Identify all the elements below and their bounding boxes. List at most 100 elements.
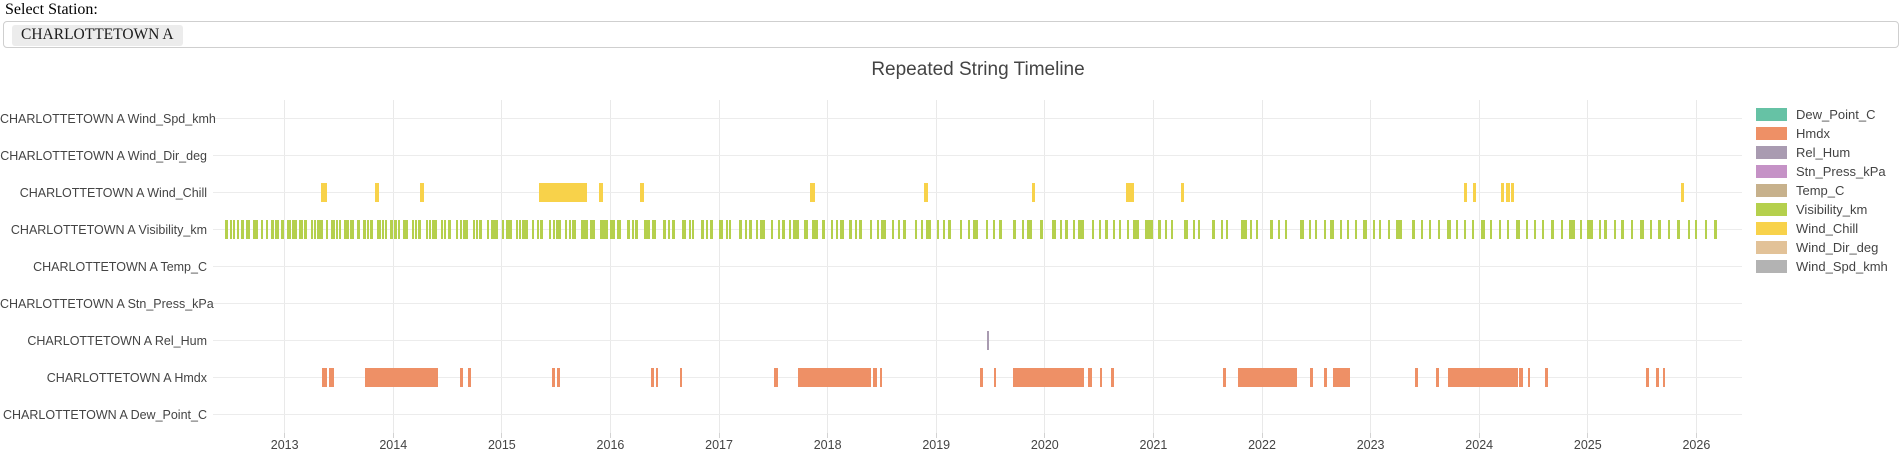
legend-item[interactable]: Wind_Dir_deg bbox=[1756, 238, 1878, 256]
timeline-bar[interactable] bbox=[999, 220, 1003, 239]
legend-item[interactable]: Stn_Press_kPa bbox=[1756, 162, 1886, 180]
timeline-bar[interactable] bbox=[462, 220, 469, 239]
timeline-bar[interactable] bbox=[782, 220, 786, 239]
timeline-bar[interactable] bbox=[1065, 220, 1068, 239]
legend-item[interactable]: Hmdx bbox=[1756, 124, 1830, 142]
timeline-bar[interactable] bbox=[942, 220, 945, 239]
timeline-bar[interactable] bbox=[286, 220, 292, 239]
timeline-bar[interactable] bbox=[1165, 220, 1168, 239]
timeline-bar[interactable] bbox=[651, 220, 654, 239]
timeline-bar[interactable] bbox=[993, 368, 996, 387]
timeline-bar[interactable] bbox=[1658, 220, 1661, 239]
timeline-bar[interactable] bbox=[425, 220, 429, 239]
timeline-bar[interactable] bbox=[429, 220, 432, 239]
legend-item[interactable]: Visibility_km bbox=[1756, 200, 1867, 218]
timeline-bar[interactable] bbox=[281, 220, 284, 239]
timeline-bar[interactable] bbox=[1332, 368, 1350, 387]
timeline-bar[interactable] bbox=[749, 220, 752, 239]
timeline-bar[interactable] bbox=[810, 183, 815, 202]
timeline-bar[interactable] bbox=[1507, 220, 1510, 239]
timeline-bar[interactable] bbox=[599, 220, 609, 239]
legend-item[interactable]: Temp_C bbox=[1756, 181, 1844, 199]
timeline-bar[interactable] bbox=[1542, 220, 1545, 239]
timeline-bar[interactable] bbox=[706, 220, 709, 239]
timeline-bar[interactable] bbox=[812, 220, 818, 239]
timeline-bar[interactable] bbox=[1060, 220, 1063, 239]
timeline-bar[interactable] bbox=[1506, 183, 1510, 202]
timeline-bar[interactable] bbox=[1222, 368, 1227, 387]
timeline-bar[interactable] bbox=[691, 220, 695, 239]
timeline-bar[interactable] bbox=[1091, 220, 1094, 239]
timeline-bar[interactable] bbox=[1713, 220, 1718, 239]
timeline-bar[interactable] bbox=[564, 220, 568, 239]
timeline-bar[interactable] bbox=[760, 220, 765, 239]
timeline-bar[interactable] bbox=[501, 220, 505, 239]
timeline-bar[interactable] bbox=[639, 183, 645, 202]
timeline-bar[interactable] bbox=[700, 220, 704, 239]
timeline-bar[interactable] bbox=[472, 220, 475, 239]
timeline-bar[interactable] bbox=[294, 220, 297, 239]
timeline-bar[interactable] bbox=[1255, 220, 1258, 239]
timeline-bar[interactable] bbox=[551, 368, 556, 387]
timeline-bar[interactable] bbox=[1525, 220, 1528, 239]
timeline-bar[interactable] bbox=[1346, 220, 1349, 239]
timeline-bar[interactable] bbox=[548, 220, 551, 239]
timeline-bar[interactable] bbox=[1040, 220, 1043, 239]
timeline-bar[interactable] bbox=[1621, 220, 1624, 239]
timeline-bar[interactable] bbox=[349, 220, 352, 239]
timeline-bar[interactable] bbox=[321, 368, 328, 387]
timeline-bar[interactable] bbox=[1022, 220, 1025, 239]
timeline-bar[interactable] bbox=[414, 220, 418, 239]
timeline-bar[interactable] bbox=[344, 220, 349, 239]
timeline-bar[interactable] bbox=[1481, 220, 1485, 239]
timeline-bar[interactable] bbox=[362, 220, 367, 239]
timeline-bar[interactable] bbox=[626, 220, 630, 239]
timeline-bar[interactable] bbox=[245, 220, 248, 239]
timeline-bar[interactable] bbox=[1379, 220, 1382, 239]
timeline-bar[interactable] bbox=[914, 220, 917, 239]
timeline-bar[interactable] bbox=[522, 220, 528, 239]
timeline-bar[interactable] bbox=[755, 220, 758, 239]
timeline-bar[interactable] bbox=[948, 220, 952, 239]
timeline-bar[interactable] bbox=[635, 220, 638, 239]
timeline-bar[interactable] bbox=[598, 183, 603, 202]
timeline-bar[interactable] bbox=[247, 220, 250, 239]
timeline-bar[interactable] bbox=[1631, 220, 1634, 239]
timeline-bar[interactable] bbox=[1604, 220, 1608, 239]
timeline-bar[interactable] bbox=[459, 368, 463, 387]
timeline-bar[interactable] bbox=[650, 368, 654, 387]
timeline-bar[interactable] bbox=[822, 220, 826, 239]
timeline-bar[interactable] bbox=[384, 220, 387, 239]
timeline-bar[interactable] bbox=[1355, 220, 1358, 239]
timeline-bar[interactable] bbox=[1180, 183, 1184, 202]
timeline-bar[interactable] bbox=[357, 220, 360, 239]
timeline-bar[interactable] bbox=[390, 220, 394, 239]
timeline-bar[interactable] bbox=[1560, 220, 1563, 239]
legend-item[interactable]: Dew_Point_C bbox=[1756, 105, 1876, 123]
timeline-bar[interactable] bbox=[1613, 220, 1616, 239]
timeline-bar[interactable] bbox=[536, 220, 539, 239]
timeline-bar[interactable] bbox=[432, 220, 437, 239]
timeline-bar[interactable] bbox=[352, 220, 355, 239]
timeline-bar[interactable] bbox=[538, 183, 587, 202]
timeline-bar[interactable] bbox=[653, 220, 657, 239]
timeline-bar[interactable] bbox=[335, 220, 338, 239]
timeline-bar[interactable] bbox=[644, 220, 650, 239]
timeline-bar[interactable] bbox=[1197, 220, 1201, 239]
timeline-bar[interactable] bbox=[616, 220, 619, 239]
timeline-bar[interactable] bbox=[1490, 220, 1493, 239]
timeline-bar[interactable] bbox=[456, 220, 459, 239]
timeline-bar[interactable] bbox=[1238, 368, 1297, 387]
timeline-bar[interactable] bbox=[1372, 220, 1375, 239]
timeline-bar[interactable] bbox=[1250, 220, 1253, 239]
timeline-bar[interactable] bbox=[1420, 220, 1423, 239]
timeline-bar[interactable] bbox=[1472, 183, 1476, 202]
timeline-bar[interactable] bbox=[1437, 220, 1440, 239]
timeline-bar[interactable] bbox=[798, 368, 872, 387]
timeline-bar[interactable] bbox=[557, 368, 561, 387]
timeline-bar[interactable] bbox=[232, 220, 235, 239]
timeline-bar[interactable] bbox=[486, 220, 489, 239]
timeline-bar[interactable] bbox=[967, 220, 970, 239]
timeline-bar[interactable] bbox=[1363, 220, 1368, 239]
timeline-bar[interactable] bbox=[1456, 220, 1459, 239]
